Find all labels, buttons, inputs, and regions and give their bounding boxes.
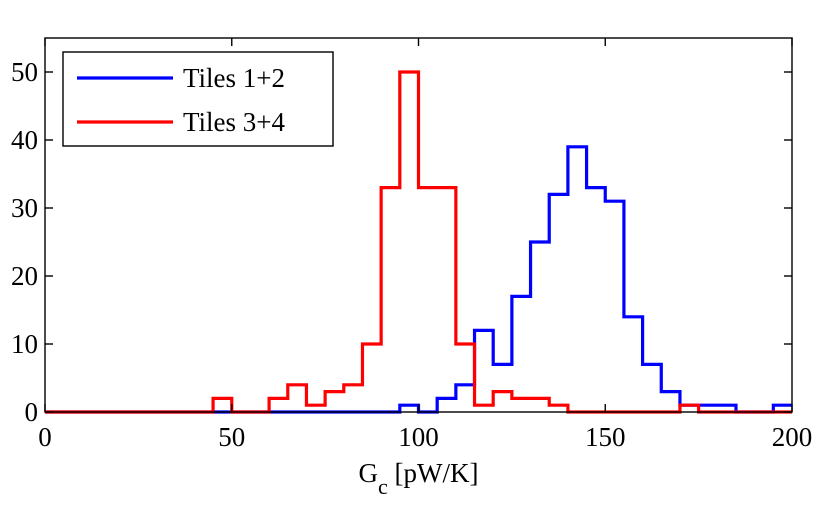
x-tick-label: 0 — [38, 422, 52, 452]
x-tick-label: 200 — [772, 422, 813, 452]
x-axis-title-main: G — [359, 458, 379, 488]
y-tick-label: 0 — [25, 397, 39, 427]
y-tick-label: 40 — [11, 125, 38, 155]
y-tick-label: 30 — [11, 193, 38, 223]
x-axis-title-units: [pW/K] — [388, 458, 479, 488]
legend-box — [62, 51, 334, 147]
y-tick-label: 20 — [11, 261, 38, 291]
x-axis-title-subscript: c — [378, 474, 388, 499]
legend-label-2: Tiles 3+4 — [183, 107, 286, 137]
x-tick-label: 150 — [585, 422, 626, 452]
axes: 0 50 100 150 200 0 10 20 30 40 50 — [11, 37, 813, 452]
legend-label-1: Tiles 1+2 — [183, 63, 285, 93]
x-tick-label: 100 — [398, 422, 439, 452]
x-tick-label: 50 — [218, 422, 245, 452]
x-axis-title: Gc [pW/K] — [359, 458, 479, 499]
y-tick-label: 50 — [11, 57, 38, 87]
legend: Tiles 1+2 Tiles 3+4 — [62, 51, 334, 147]
y-tick-label: 10 — [11, 329, 38, 359]
